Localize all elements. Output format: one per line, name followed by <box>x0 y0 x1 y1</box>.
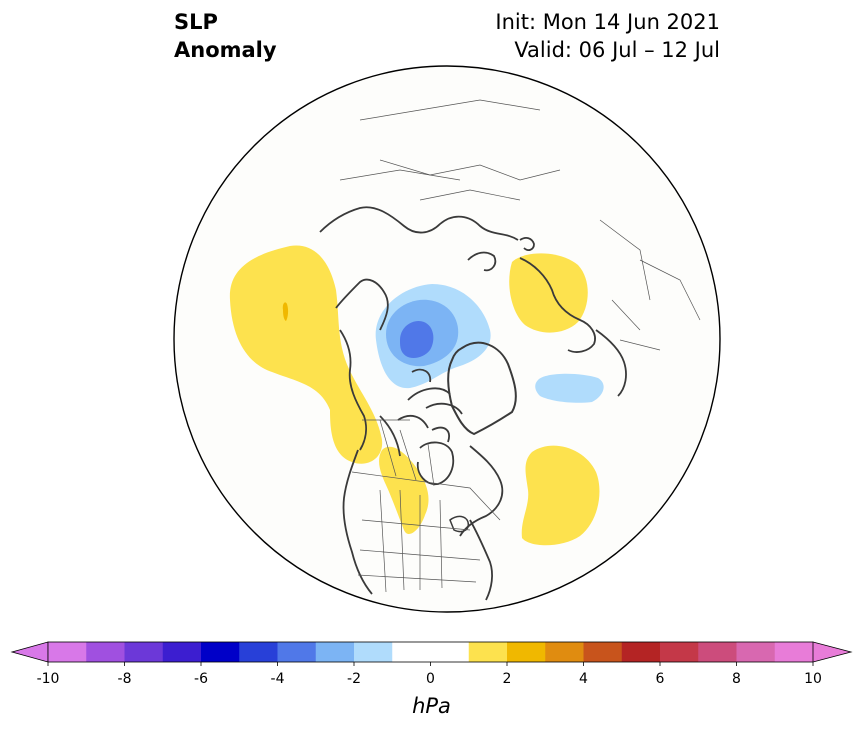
colorbar: -10 -8 -6 -4 -2 0 2 4 6 8 10 <box>10 641 853 687</box>
anomaly-atlantic-positive <box>521 445 600 546</box>
colorbar-tick-label: -2 <box>347 671 361 687</box>
coast-scandinavia <box>519 257 596 353</box>
anomaly-arctic-negative-3 <box>400 320 434 358</box>
coast-great-lakes <box>449 515 470 533</box>
colorbar-block <box>201 642 240 662</box>
coast-us-west <box>342 449 373 595</box>
coast-siberia <box>319 206 519 241</box>
colorbar-block <box>468 642 508 662</box>
colorbar-block <box>124 642 164 662</box>
coastlines <box>319 206 627 601</box>
colorbar-under-triangle <box>10 641 49 663</box>
colorbar-tick-label: 2 <box>503 671 512 687</box>
anomaly-rockies-positive <box>379 446 429 535</box>
globe-boundary <box>173 65 721 613</box>
colorbar-block <box>698 642 737 662</box>
coast-us-east <box>469 519 493 601</box>
anomaly-pacific-positive <box>229 245 383 464</box>
colorbar-block <box>660 642 699 662</box>
colorbar-block <box>507 642 546 662</box>
border-canada-us <box>351 471 501 521</box>
colorbar-block <box>354 642 393 662</box>
colorbar-tick-label: 4 <box>579 671 588 687</box>
colorbar-block <box>86 642 125 662</box>
colorbar-tick-label: -8 <box>118 671 132 687</box>
colorbar-tick-label: 10 <box>804 671 822 687</box>
polar-map <box>173 65 721 613</box>
border-europe <box>611 259 701 351</box>
title-variable: SLP <box>174 10 218 34</box>
colorbar-block <box>583 642 623 662</box>
coast-europe-west <box>595 329 627 397</box>
anomaly-scandinavia-positive <box>509 253 588 333</box>
coast-svalbard <box>519 237 535 251</box>
colorbar-units: hPa <box>412 694 451 718</box>
coast-hudson-bay <box>379 415 455 486</box>
colorbar-block <box>162 642 202 662</box>
init-date: Init: Mon 14 Jun 2021 <box>495 10 720 34</box>
colorbar-block <box>315 642 355 662</box>
colorbar-block <box>545 642 584 662</box>
anomaly-shading <box>229 245 604 546</box>
colorbar-tick-label: 8 <box>732 671 741 687</box>
colorbar-tick-label: -4 <box>271 671 285 687</box>
coast-novaya-zemlya <box>467 251 497 272</box>
colorbar-tick-label: 0 <box>426 671 435 687</box>
border-russia <box>379 159 651 301</box>
colorbar-ticks: -10 -8 -6 -4 -2 0 2 4 6 8 10 <box>37 662 822 687</box>
political-borders <box>339 99 701 593</box>
coast-canadian-archipelago <box>397 368 463 443</box>
colorbar-tick-label: -10 <box>37 671 60 687</box>
colorbar-tick-label: -6 <box>194 671 208 687</box>
anomaly-alaska-spot <box>282 302 289 321</box>
colorbar-tick-label: 6 <box>656 671 665 687</box>
border-canada-provinces <box>362 419 435 487</box>
colorbar-block <box>48 642 87 662</box>
coast-alaska <box>335 278 389 451</box>
colorbar-block <box>239 642 278 662</box>
anomaly-siberia-negative <box>535 373 604 403</box>
coast-greenland <box>447 341 517 436</box>
border-us-states <box>357 489 481 593</box>
colorbar-block <box>736 642 776 662</box>
map-title: SLP Anomaly <box>174 8 277 64</box>
colorbar-block <box>774 642 814 662</box>
border-asia <box>339 99 541 181</box>
colorbar-blocks <box>10 641 853 663</box>
colorbar-block <box>277 642 317 662</box>
forecast-info: Init: Mon 14 Jun 2021 Valid: 06 Jul – 12… <box>495 8 720 64</box>
valid-range: Valid: 06 Jul – 12 Jul <box>514 38 720 62</box>
colorbar-block <box>392 642 470 662</box>
colorbar-block <box>621 642 661 662</box>
colorbar-over-triangle <box>812 641 853 663</box>
title-field: Anomaly <box>174 38 277 62</box>
